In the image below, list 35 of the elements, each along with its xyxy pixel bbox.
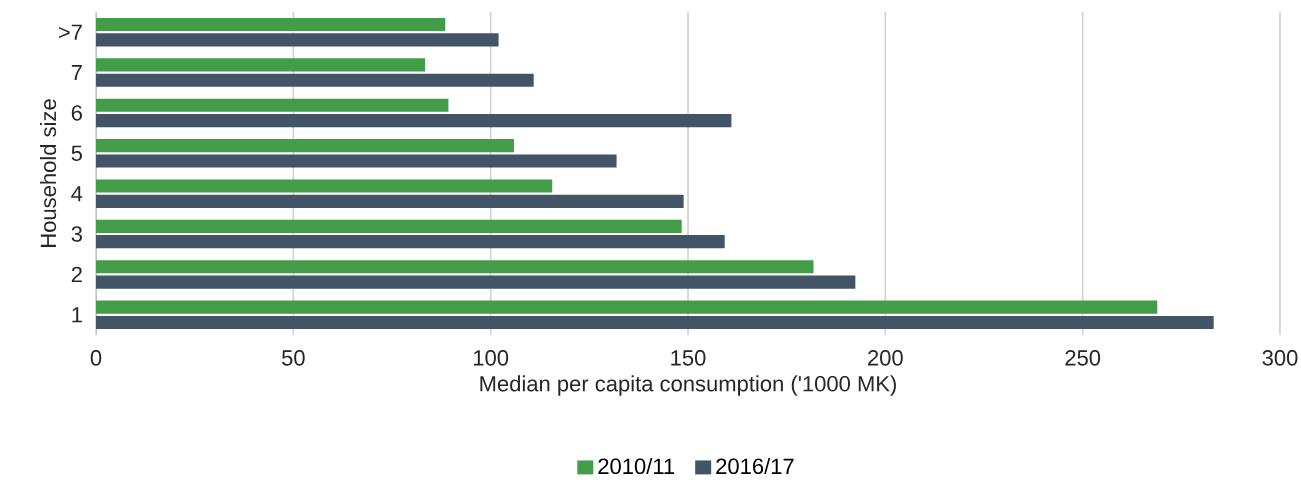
y-tick-label: >7	[58, 24, 82, 40]
bar	[96, 300, 1158, 314]
x-axis-title: Median per capita consumption ('1000 MK)	[480, 375, 896, 396]
y-axis-title: Household size	[39, 99, 57, 247]
bar	[96, 179, 553, 193]
y-tick-label: 4	[71, 186, 83, 202]
y-tick-label: 1	[72, 307, 82, 323]
bar	[96, 315, 1214, 330]
bar	[96, 114, 732, 128]
x-tick-label: 150	[671, 350, 706, 366]
y-tick-label: 6	[71, 105, 82, 121]
x-tick-label: 50	[281, 350, 305, 366]
bar	[96, 73, 534, 87]
legend-label: 2016/17	[716, 457, 794, 475]
x-tick-label: 100	[473, 350, 509, 366]
bar	[96, 219, 682, 233]
bar	[96, 33, 499, 47]
bar	[96, 58, 426, 72]
legend-label: 2010/11	[598, 457, 675, 475]
y-tick-label: 7	[71, 65, 82, 81]
x-tick-label: 200	[868, 350, 903, 366]
bar	[96, 194, 684, 208]
x-tick-label: 250	[1065, 350, 1101, 366]
bar	[96, 154, 617, 168]
y-tick-label: 3	[71, 226, 82, 242]
bar	[96, 275, 856, 289]
bar	[96, 17, 446, 32]
y-tick-label: 2	[71, 266, 82, 283]
bar	[96, 98, 449, 112]
bar	[96, 235, 725, 249]
x-tick-label: 0	[90, 350, 102, 366]
y-tick-label: 5	[71, 145, 82, 161]
bar	[96, 139, 514, 153]
x-tick-label: 300	[1262, 350, 1298, 366]
bar	[96, 260, 814, 274]
